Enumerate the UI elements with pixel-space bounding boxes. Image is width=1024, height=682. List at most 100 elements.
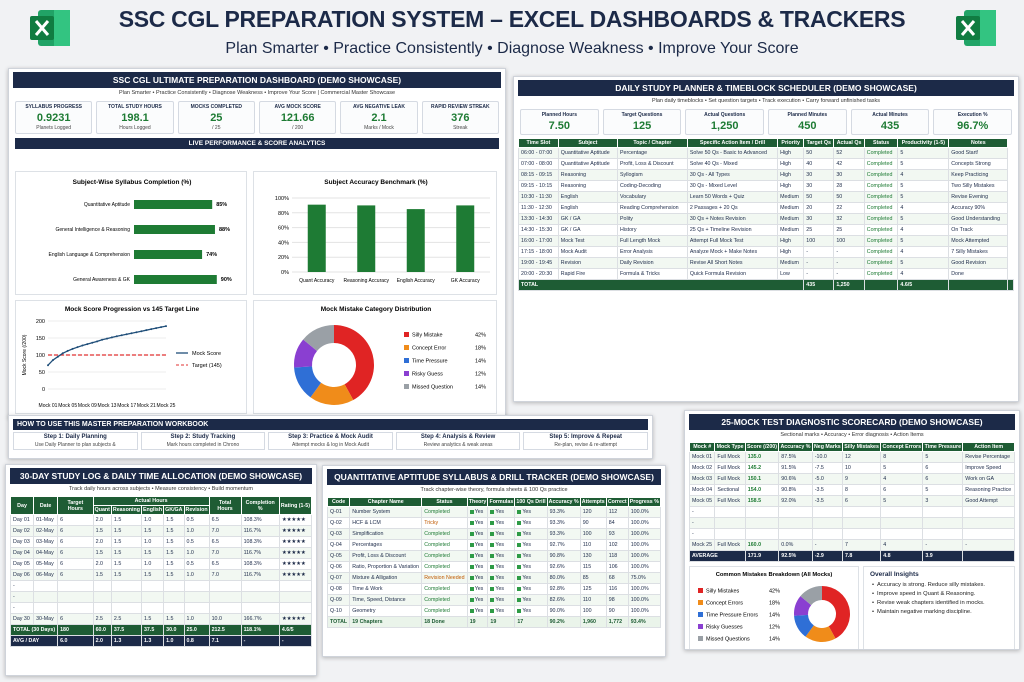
table-row: Day 05 05-May 6 2.0 1.5 1.0 1.5 0.5 6.5 108.3% ★★★… xyxy=(9,558,313,570)
table-cell: Coding-Decoding xyxy=(616,180,688,192)
table-cell: Revise Evening xyxy=(948,191,1009,203)
panel-subtitle: Track chapter-wise theory, formula sheet… xyxy=(420,487,568,493)
empty-cell xyxy=(240,580,280,592)
donut-slice xyxy=(805,625,836,642)
legend-swatch xyxy=(698,636,703,641)
table-cell: 100.0% xyxy=(627,594,662,606)
table-cell: 7 Silly Mistakes xyxy=(948,246,1009,258)
table-cell: 25 Qs + Timeline Revision xyxy=(686,224,779,236)
legend-label: Missed Question xyxy=(412,385,453,391)
table-cell: Work on GA xyxy=(962,473,1015,485)
score-point xyxy=(165,325,167,328)
kpi-sub: Hours Logged xyxy=(119,125,151,131)
table-cell: 01-May xyxy=(33,514,59,526)
legend-value: 18% xyxy=(475,346,486,352)
kpi-label: Actual Minutes xyxy=(872,112,908,118)
column-header: English xyxy=(140,505,165,515)
table-row: Mock 25 Full Mock 160.0 0.0% -7 4- - xyxy=(688,539,1015,551)
table-cell: 6 xyxy=(841,495,882,507)
table-cell: Reading Comprehension xyxy=(616,202,688,214)
table-cell: - xyxy=(922,539,964,551)
step-title: Step 4: Analysis & Review xyxy=(420,434,496,440)
table-cell: Yes xyxy=(487,517,516,529)
table-cell: Completed xyxy=(863,224,899,236)
table-cell: Good Attempt xyxy=(962,495,1015,507)
table-cell: Day 01 xyxy=(9,514,35,526)
table-cell: 20 xyxy=(803,202,835,214)
table-cell: 13:30 - 14:30 xyxy=(518,213,559,225)
legend-label: Target (145) xyxy=(192,363,222,369)
table-cell: 3 xyxy=(922,495,964,507)
table-cell: 1.5 xyxy=(140,547,165,559)
table-cell: 1.5 xyxy=(163,569,185,581)
kpi-value: 125 xyxy=(632,120,652,132)
column-header: Time Pressure xyxy=(922,442,964,452)
table-cell: - xyxy=(278,635,313,647)
table-cell: TOTAL xyxy=(517,279,805,291)
table-cell: Yes xyxy=(514,572,548,584)
table-cell: 17 xyxy=(514,616,548,628)
kpi-label: RAPID REVIEW STREAK xyxy=(430,104,490,110)
column-header: Priority xyxy=(777,138,805,148)
table-cell: 116.7% xyxy=(240,547,280,559)
kpi-card: RAPID REVIEW STREAK 376 Streak xyxy=(421,101,499,134)
table-cell: 8 xyxy=(841,484,882,496)
table-cell: Day 30 xyxy=(9,613,35,625)
table-cell: Tricky xyxy=(421,517,468,529)
table-cell: 30 xyxy=(803,169,835,181)
kpi-card: MOCKS COMPLETED 25/ 25 xyxy=(177,101,255,134)
table-cell: Learn 50 Words + Quiz xyxy=(686,191,779,203)
table-cell: Q-01 xyxy=(326,506,351,518)
table-cell: Revision Needed xyxy=(421,572,468,584)
empty-cell xyxy=(110,580,142,592)
table-cell: 115 xyxy=(579,561,607,573)
table-cell: 100 xyxy=(579,528,607,540)
column-header: Actual Qs xyxy=(833,138,865,148)
table-cell: ★★★★★ xyxy=(278,569,313,581)
donut-slice xyxy=(822,586,850,639)
table-cell: English xyxy=(557,191,618,203)
column-header: Neg Marks xyxy=(811,442,843,452)
table-cell: 100.0% xyxy=(627,528,662,540)
mistakes-chart: Mock Mistake Category Distribution Silly … xyxy=(253,300,497,414)
x-tick-label: Mock 05 xyxy=(58,403,77,409)
empty-cell xyxy=(714,506,746,518)
table-cell: 87.5% xyxy=(778,451,813,463)
table-cell: 130 xyxy=(579,550,607,562)
x-tick-label: Mock 09 xyxy=(78,403,97,409)
table-row: Q-10 Geometry Completed Yes Yes Yes 90.0% 100 90… xyxy=(326,605,662,617)
planner-panel: DAILY STUDY PLANNER & TIMEBLOCK SCHEDULE… xyxy=(513,76,1019,402)
page-subtitle: Plan Smarter • Practice Consistently • D… xyxy=(225,40,799,57)
table-cell: 118 xyxy=(605,550,629,562)
table-cell: 0.5 xyxy=(183,514,210,526)
table-cell: 1.0 xyxy=(183,525,210,537)
table-cell: High xyxy=(777,147,805,159)
table-cell: 110 xyxy=(579,539,607,551)
empty-cell xyxy=(57,580,94,592)
kpi-card: Execution % 96.7% xyxy=(933,109,1013,135)
score-point xyxy=(71,347,74,350)
empty-cell xyxy=(714,517,746,529)
column-header: Score (/200) xyxy=(744,442,780,452)
column-header: Accuracy % xyxy=(546,497,581,507)
column-header: Reasoning xyxy=(110,505,142,515)
table-cell: 4 xyxy=(897,224,950,236)
table-row: Day 30 30-May 6 2.5 2.5 1.5 1.5 1.0 10.0 166.7% ★★… xyxy=(9,613,313,625)
column-header: Revision xyxy=(183,505,210,515)
table-cell: 19 Chapters xyxy=(349,616,423,628)
table-cell: 1.5 xyxy=(110,547,142,559)
empty-cell xyxy=(92,602,112,614)
column-header: Notes xyxy=(948,138,1009,148)
chart-title: Common Mistakes Breakdown (All Mocks) xyxy=(716,572,833,578)
y-tick-label: 20% xyxy=(278,255,289,261)
table-cell: Percentage xyxy=(616,147,688,159)
table-cell: Day 05 xyxy=(9,558,35,570)
table-cell: Q-02 xyxy=(326,517,351,529)
table-cell: 1.5 xyxy=(110,569,142,581)
table-cell: Syllogism xyxy=(616,169,688,181)
empty-cell xyxy=(92,580,112,592)
table-cell: 32 xyxy=(833,213,865,225)
table-cell: 108.3% xyxy=(240,536,280,548)
table-cell: On Track xyxy=(948,224,1009,236)
table-cell: Yes xyxy=(466,583,489,595)
